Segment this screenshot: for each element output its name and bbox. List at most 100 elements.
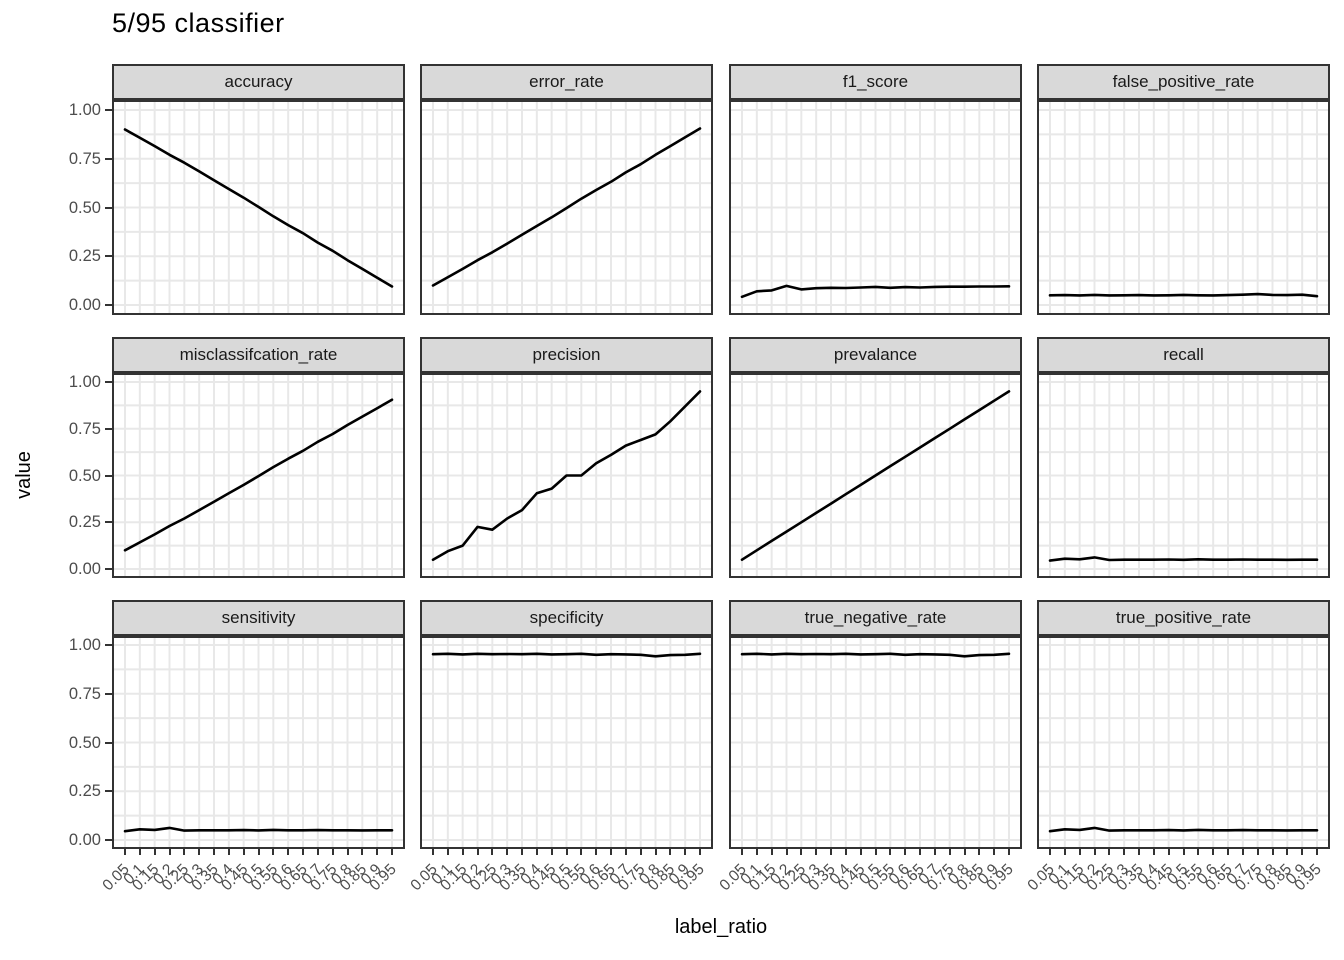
x-tick-mark bbox=[476, 849, 479, 855]
x-axis-tick-labels: 0.050.10.150.20.250.30.350.40.450.50.550… bbox=[99, 861, 1324, 895]
x-tick-mark bbox=[654, 849, 657, 855]
x-tick-mark bbox=[521, 849, 523, 855]
x-tick-mark bbox=[830, 849, 832, 855]
y-axis-title: value bbox=[13, 451, 35, 499]
y-tick-label: 0.25 bbox=[68, 513, 101, 532]
x-tick-mark bbox=[565, 849, 568, 855]
x-tick-mark bbox=[580, 849, 583, 855]
facet-strip-sensitivity: sensitivity bbox=[112, 600, 405, 636]
line-series-sensitivity bbox=[123, 826, 394, 833]
x-tick-mark bbox=[213, 849, 215, 855]
x-tick-mark bbox=[978, 849, 981, 855]
y-tick-mark bbox=[105, 521, 112, 524]
facet-panel-error_rate bbox=[420, 100, 713, 315]
y-tick-mark bbox=[105, 839, 112, 841]
y-tick-label: 0.25 bbox=[68, 782, 101, 801]
x-tick-mark bbox=[993, 849, 996, 855]
facet-label: false_positive_rate bbox=[1112, 72, 1255, 91]
y-tick-mark bbox=[105, 741, 112, 744]
facet-strip-error_rate: error_rate bbox=[420, 64, 713, 100]
x-axis-title: label_ratio bbox=[674, 916, 768, 938]
x-tick-mark bbox=[770, 849, 773, 855]
x-tick-mark bbox=[639, 849, 642, 855]
x-tick-mark bbox=[699, 849, 701, 855]
line-series-accuracy bbox=[123, 128, 394, 288]
y-tick-label: 0.50 bbox=[68, 198, 101, 217]
x-tick-mark bbox=[844, 849, 847, 855]
x-tick-mark bbox=[446, 849, 449, 855]
x-tick-mark bbox=[287, 849, 290, 855]
x-tick-mark bbox=[1063, 849, 1066, 855]
facet-label: error_rate bbox=[529, 72, 604, 91]
facet-strip-false_positive_rate: false_positive_rate bbox=[1037, 64, 1330, 100]
facet-panel-false_positive_rate bbox=[1037, 100, 1330, 315]
y-tick-mark bbox=[105, 304, 112, 306]
line-series-recall bbox=[1048, 556, 1319, 562]
facet-panel-precision bbox=[420, 373, 713, 578]
x-tick-mark bbox=[669, 849, 672, 855]
x-tick-mark bbox=[1049, 849, 1051, 855]
line-series-misclassifcation_rate bbox=[123, 398, 394, 552]
facet-strip-true_positive_rate: true_positive_rate bbox=[1037, 600, 1330, 636]
x-tick-mark bbox=[535, 849, 538, 855]
facet-panel-recall bbox=[1037, 373, 1330, 578]
facet-label: recall bbox=[1163, 345, 1204, 364]
facet-panel-prevalance bbox=[729, 373, 1022, 578]
y-tick-label: 0.75 bbox=[68, 149, 101, 168]
facet-strip-misclassifcation_rate: misclassifcation_rate bbox=[112, 337, 405, 373]
x-tick-mark bbox=[491, 849, 494, 855]
x-tick-mark bbox=[1286, 849, 1289, 855]
x-tick-mark bbox=[815, 849, 818, 855]
facet-panel-sensitivity bbox=[112, 636, 405, 849]
y-tick-mark bbox=[105, 157, 112, 160]
x-tick-mark bbox=[800, 849, 803, 855]
line-series-true_negative_rate bbox=[740, 652, 1011, 658]
x-tick-mark bbox=[741, 849, 743, 855]
facet-label: accuracy bbox=[224, 72, 293, 91]
facet-label: misclassifcation_rate bbox=[179, 345, 338, 364]
facet-panel-specificity bbox=[420, 636, 713, 849]
facet-label: true_positive_rate bbox=[1115, 608, 1252, 627]
x-tick-mark bbox=[1182, 849, 1185, 855]
x-tick-mark bbox=[432, 849, 434, 855]
y-tick-mark bbox=[105, 568, 112, 570]
x-tick-mark bbox=[391, 849, 393, 855]
x-tick-mark bbox=[198, 849, 201, 855]
y-tick-label: 0.25 bbox=[68, 247, 101, 266]
y-tick-label: 1.00 bbox=[68, 101, 101, 119]
x-tick-mark bbox=[1138, 849, 1140, 855]
y-tick-label: 0.50 bbox=[68, 733, 101, 752]
facet-label: specificity bbox=[529, 608, 604, 627]
x-tick-mark bbox=[859, 849, 862, 855]
x-tick-mark bbox=[904, 849, 907, 855]
x-tick-mark bbox=[183, 849, 186, 855]
x-tick-mark bbox=[684, 849, 687, 855]
y-tick-label: 0.50 bbox=[68, 466, 101, 485]
facet-strip-precision: precision bbox=[420, 337, 713, 373]
y-tick-mark bbox=[105, 790, 112, 793]
line-series-false_positive_rate bbox=[1048, 292, 1319, 298]
x-tick-mark bbox=[948, 849, 951, 855]
facet-label: f1_score bbox=[842, 72, 909, 91]
x-tick-mark bbox=[124, 849, 126, 855]
x-tick-mark bbox=[1241, 849, 1244, 855]
x-tick-mark bbox=[376, 849, 379, 855]
facet-panel-true_negative_rate bbox=[729, 636, 1022, 849]
x-tick-mark bbox=[153, 849, 156, 855]
x-tick-mark bbox=[272, 849, 275, 855]
facet-strip-true_negative_rate: true_negative_rate bbox=[729, 600, 1022, 636]
x-tick-mark bbox=[1008, 849, 1010, 855]
x-tick-mark bbox=[874, 849, 877, 855]
x-tick-mark bbox=[302, 849, 304, 855]
x-tick-mark bbox=[1152, 849, 1155, 855]
x-tick-mark bbox=[242, 849, 245, 855]
line-series-f1_score bbox=[740, 284, 1011, 299]
line-series-precision bbox=[431, 390, 702, 561]
y-tick-mark bbox=[105, 427, 112, 430]
facet-strip-accuracy: accuracy bbox=[112, 64, 405, 100]
facet-panel-f1_score bbox=[729, 100, 1022, 315]
y-tick-label: 0.00 bbox=[68, 560, 101, 578]
facet-strip-f1_score: f1_score bbox=[729, 64, 1022, 100]
facet-label: prevalance bbox=[833, 345, 918, 364]
